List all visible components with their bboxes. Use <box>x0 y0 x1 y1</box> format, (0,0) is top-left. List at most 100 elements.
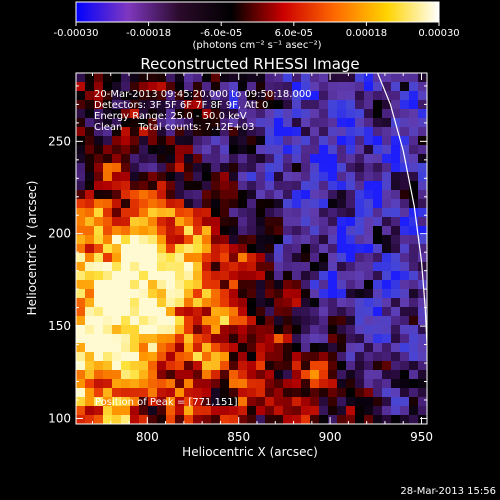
heatmap-cell <box>139 136 149 146</box>
heatmap-cell <box>202 82 212 92</box>
heatmap-cell <box>355 91 365 101</box>
heatmap-cell <box>391 253 401 263</box>
heatmap-cell <box>391 208 401 218</box>
heatmap-cell <box>319 397 329 407</box>
heatmap-cell <box>400 415 410 424</box>
heatmap-cell <box>292 127 302 137</box>
heatmap-cell <box>103 82 113 92</box>
heatmap-cell <box>418 127 427 137</box>
heatmap-cell <box>202 298 212 308</box>
heatmap-cell <box>130 388 140 398</box>
heatmap-cell <box>382 334 392 344</box>
heatmap-cell <box>220 208 230 218</box>
heatmap-cell <box>166 199 176 209</box>
heatmap-cell <box>364 163 374 173</box>
heatmap-cell <box>220 73 230 83</box>
heatmap-cell <box>238 199 248 209</box>
heatmap-cell <box>175 127 185 137</box>
heatmap-cell <box>337 172 347 182</box>
heatmap-cell <box>328 280 338 290</box>
heatmap-cell <box>202 406 212 416</box>
heatmap-cell <box>202 190 212 200</box>
heatmap-cell <box>193 370 203 380</box>
heatmap-cell <box>103 352 113 362</box>
heatmap-cell <box>148 415 158 424</box>
heatmap-cell <box>382 199 392 209</box>
heatmap-cell <box>157 226 167 236</box>
heatmap-cell <box>256 334 266 344</box>
heatmap-cell <box>301 244 311 254</box>
heatmap-cell <box>292 334 302 344</box>
heatmap-cell <box>292 82 302 92</box>
heatmap-cell <box>175 163 185 173</box>
heatmap-cell <box>409 343 419 353</box>
heatmap-cell <box>166 280 176 290</box>
heatmap-cell <box>346 136 356 146</box>
heatmap-cell <box>265 91 275 101</box>
heatmap-cell <box>139 199 149 209</box>
heatmap-cell <box>220 307 230 317</box>
heatmap-cell <box>130 145 140 155</box>
heatmap-cell <box>382 352 392 362</box>
heatmap-cell <box>310 154 320 164</box>
heatmap-cell <box>355 244 365 254</box>
heatmap-cell <box>409 217 419 227</box>
heatmap-cell <box>328 235 338 245</box>
heatmap-cell <box>337 397 347 407</box>
heatmap-cell <box>337 253 347 263</box>
heatmap-cell <box>121 181 131 191</box>
heatmap-cell <box>391 235 401 245</box>
heatmap-cell <box>310 280 320 290</box>
heatmap-cell <box>301 154 311 164</box>
heatmap-cell <box>319 163 329 173</box>
heatmap-cell <box>310 379 320 389</box>
heatmap-cell <box>220 379 230 389</box>
heatmap-cell <box>418 91 427 101</box>
heatmap-cell <box>157 307 167 317</box>
heatmap-cell <box>193 298 203 308</box>
heatmap-cell <box>121 361 131 371</box>
heatmap-cell <box>238 244 248 254</box>
heatmap-cell <box>337 379 347 389</box>
heatmap-cell <box>238 325 248 335</box>
heatmap-cell <box>139 235 149 245</box>
heatmap-cell <box>292 406 302 416</box>
heatmap-cell <box>373 109 383 119</box>
heatmap-cell <box>265 118 275 128</box>
heatmap-cell <box>166 397 176 407</box>
heatmap-cell <box>112 325 122 335</box>
heatmap-cell <box>292 361 302 371</box>
heatmap-cell <box>400 388 410 398</box>
annotation-time: 20-Mar-2013 09:45:20.000 to 09:50:18.000 <box>94 89 312 100</box>
heatmap-cell <box>103 181 113 191</box>
heatmap-cell <box>256 307 266 317</box>
heatmap-cell <box>364 154 374 164</box>
heatmap-cell <box>256 235 266 245</box>
heatmap-cell <box>373 361 383 371</box>
heatmap-cell <box>292 397 302 407</box>
heatmap-cell <box>211 379 221 389</box>
heatmap-cell <box>94 379 104 389</box>
heatmap-cell <box>202 235 212 245</box>
heatmap-cell <box>139 307 149 317</box>
heatmap-cell <box>382 217 392 227</box>
heatmap-cell <box>355 262 365 272</box>
heatmap-cell <box>418 361 427 371</box>
heatmap-cell <box>346 352 356 362</box>
heatmap-cell <box>148 325 158 335</box>
heatmap-cell <box>85 289 95 299</box>
heatmap-cell <box>76 163 86 173</box>
heatmap-cell <box>211 91 221 101</box>
heatmap-cell <box>103 406 113 416</box>
heatmap-cell <box>139 109 149 119</box>
heatmap-cell <box>292 271 302 281</box>
heatmap-cell <box>130 262 140 272</box>
heatmap-cell <box>265 325 275 335</box>
heatmap-cell <box>418 190 427 200</box>
heatmap-cell <box>76 280 86 290</box>
heatmap-cell <box>319 208 329 218</box>
heatmap-cell <box>274 388 284 398</box>
heatmap-cell <box>76 307 86 317</box>
heatmap-cell <box>103 145 113 155</box>
heatmap-cell <box>211 109 221 119</box>
